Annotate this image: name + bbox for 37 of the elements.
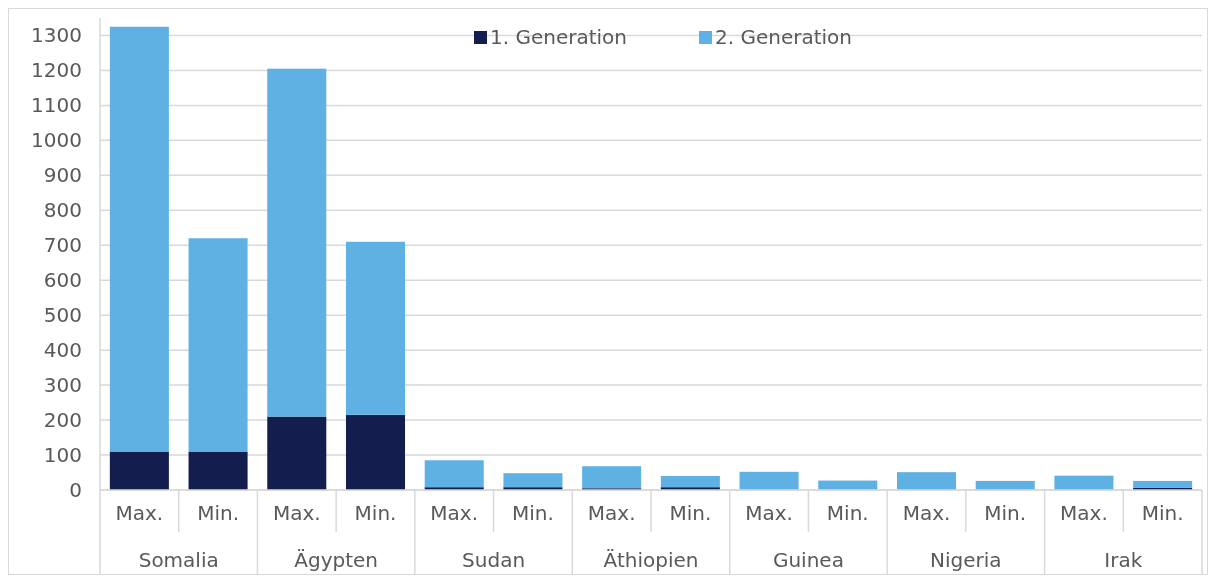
x-tick-label: Min. bbox=[197, 501, 239, 525]
y-tick-label: 0 bbox=[69, 478, 82, 502]
y-tick-label: 200 bbox=[43, 408, 82, 433]
x-tick-label: Min. bbox=[354, 501, 397, 525]
x-tick-label: Max. bbox=[430, 501, 479, 525]
x-tick-label: Max. bbox=[1060, 501, 1108, 525]
text: Sudan bbox=[462, 548, 526, 572]
y-tick-label: 400 bbox=[43, 338, 82, 363]
text: Guinea bbox=[772, 548, 844, 572]
x-tick-label: Max. bbox=[587, 501, 636, 525]
text: Irak bbox=[1104, 548, 1143, 572]
x-tick-label: Min. bbox=[984, 501, 1027, 525]
text: Somalia bbox=[138, 548, 219, 572]
y-tick-label: 1200 bbox=[31, 58, 82, 83]
y-tick-label: 900 bbox=[43, 163, 82, 188]
x-tick-label: Min. bbox=[669, 501, 712, 525]
legend-label: 2. Generation bbox=[715, 25, 853, 49]
y-tick-label: 500 bbox=[43, 303, 82, 328]
y-tick-label: 800 bbox=[43, 198, 82, 223]
x-tick-label: Max. bbox=[745, 501, 793, 525]
y-tick-label: 600 bbox=[43, 268, 82, 293]
x-tick-label: Max. bbox=[902, 501, 951, 525]
x-tick-label: Max. bbox=[115, 501, 164, 525]
text: Ägypten bbox=[294, 548, 379, 572]
y-tick-label: 300 bbox=[43, 373, 82, 398]
y-tick-label: 700 bbox=[43, 233, 82, 258]
x-tick-label: Max. bbox=[272, 501, 321, 525]
text: Nigeria bbox=[930, 548, 1002, 572]
text: Äthiopien bbox=[603, 548, 699, 572]
legend-label: 1. Generation bbox=[490, 25, 628, 49]
y-tick-label: 1300 bbox=[31, 23, 82, 48]
x-tick-label: Min. bbox=[512, 501, 554, 525]
y-tick-label: 100 bbox=[43, 443, 82, 468]
y-tick-label: 1100 bbox=[31, 93, 82, 118]
y-tick-label: 1000 bbox=[31, 128, 82, 153]
x-tick-label: Min. bbox=[826, 501, 869, 525]
x-tick-label: Min. bbox=[1141, 501, 1184, 525]
